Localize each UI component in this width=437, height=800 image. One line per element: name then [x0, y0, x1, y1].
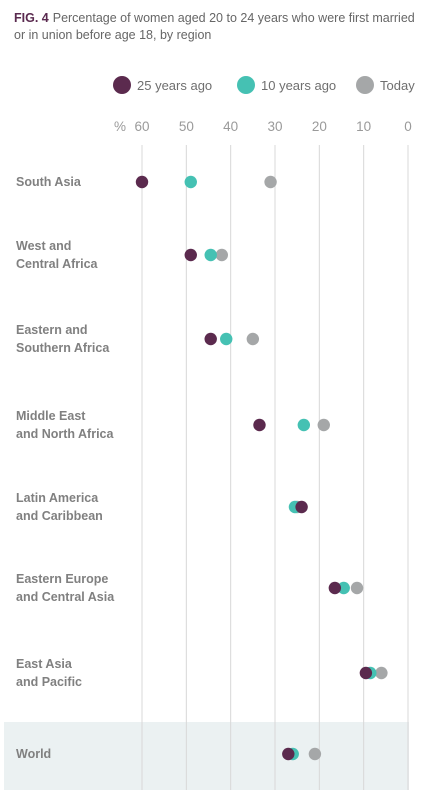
- point-25-years-ago-west-and-central-africa: [184, 248, 197, 262]
- point-25-years-ago-latin-america-and-caribbean: [295, 500, 308, 514]
- point-today-west-and-central-africa: [215, 248, 228, 262]
- world-highlight-band: [4, 722, 409, 790]
- category-label-line: East Asia: [16, 657, 73, 671]
- category-label-line: and North Africa: [16, 427, 115, 441]
- x-unit-label: %: [114, 119, 126, 134]
- point-25-years-ago-south-asia: [135, 175, 149, 189]
- x-tick-label-50: 50: [179, 119, 194, 134]
- x-tick-label-40: 40: [223, 119, 238, 134]
- point-25-years-ago-east-asia-and-pacific: [359, 666, 373, 680]
- legend-label-25-years-ago: 25 years ago: [137, 78, 212, 93]
- category-label-line: and Caribbean: [16, 509, 103, 523]
- point-10-years-ago-south-asia: [184, 175, 197, 189]
- category-label-line: Southern Africa: [16, 341, 110, 355]
- category-label-south-asia: South Asia: [16, 175, 82, 189]
- point-today-middle-east-and-north-africa: [317, 418, 330, 432]
- category-label-line: Eastern Europe: [16, 572, 108, 586]
- category-label-world: World: [16, 747, 51, 761]
- x-tick-label-30: 30: [267, 119, 282, 134]
- category-label-line: Central Africa: [16, 257, 99, 271]
- category-label-line: South Asia: [16, 175, 82, 189]
- figure-title-text: Percentage of women aged 20 to 24 years …: [14, 11, 415, 42]
- point-today-eastern-europe-and-central-asia: [350, 581, 364, 595]
- category-label-line: World: [16, 747, 51, 761]
- figure-label: FIG. 4: [14, 11, 49, 25]
- figure-title: FIG. 4 Percentage of women aged 20 to 24 …: [14, 10, 429, 44]
- point-25-years-ago-middle-east-and-north-africa: [253, 418, 266, 432]
- point-today-world: [308, 747, 322, 761]
- point-10-years-ago-west-and-central-africa: [204, 248, 217, 262]
- legend-label-10-years-ago: 10 years ago: [261, 78, 336, 93]
- category-label-line: Latin America: [16, 491, 99, 505]
- legend-marker-25-years-ago: [113, 76, 131, 94]
- point-10-years-ago-eastern-and-southern-africa: [220, 332, 233, 346]
- point-today-eastern-and-southern-africa: [246, 332, 260, 346]
- x-tick-label-60: 60: [134, 119, 149, 134]
- category-label-line: Middle East: [16, 409, 86, 423]
- point-10-years-ago-eastern-europe-and-central-asia: [337, 581, 350, 595]
- x-tick-label-20: 20: [312, 119, 327, 134]
- category-label-line: and Central Asia: [16, 590, 115, 604]
- category-label-eastern-and-southern-africa: Eastern and Southern Africa: [16, 323, 110, 355]
- category-label-east-asia-and-pacific: East Asia and Pacific: [16, 657, 82, 689]
- point-today-south-asia: [264, 175, 277, 189]
- point-25-years-ago-eastern-europe-and-central-asia: [328, 581, 342, 595]
- point-today-east-asia-and-pacific: [375, 666, 388, 680]
- legend-label-today: Today: [380, 78, 415, 93]
- legend-marker-today: [356, 76, 374, 94]
- point-25-years-ago-eastern-and-southern-africa: [204, 332, 217, 346]
- category-label-line: West and: [16, 239, 71, 253]
- x-tick-label-10: 10: [356, 119, 371, 134]
- point-25-years-ago-world: [282, 747, 295, 761]
- category-label-eastern-europe-and-central-asia: Eastern Europe and Central Asia: [16, 572, 115, 604]
- point-10-years-ago-middle-east-and-north-africa: [297, 418, 311, 432]
- legend-marker-10-years-ago: [237, 76, 255, 94]
- category-label-line: and Pacific: [16, 675, 82, 689]
- x-tick-label-0: 0: [404, 119, 412, 134]
- category-label-line: Eastern and: [16, 323, 88, 337]
- category-label-middle-east-and-north-africa: Middle East and North Africa: [16, 409, 115, 441]
- category-label-latin-america-and-caribbean: Latin America and Caribbean: [16, 491, 103, 523]
- category-label-west-and-central-africa: West and Central Africa: [16, 239, 99, 271]
